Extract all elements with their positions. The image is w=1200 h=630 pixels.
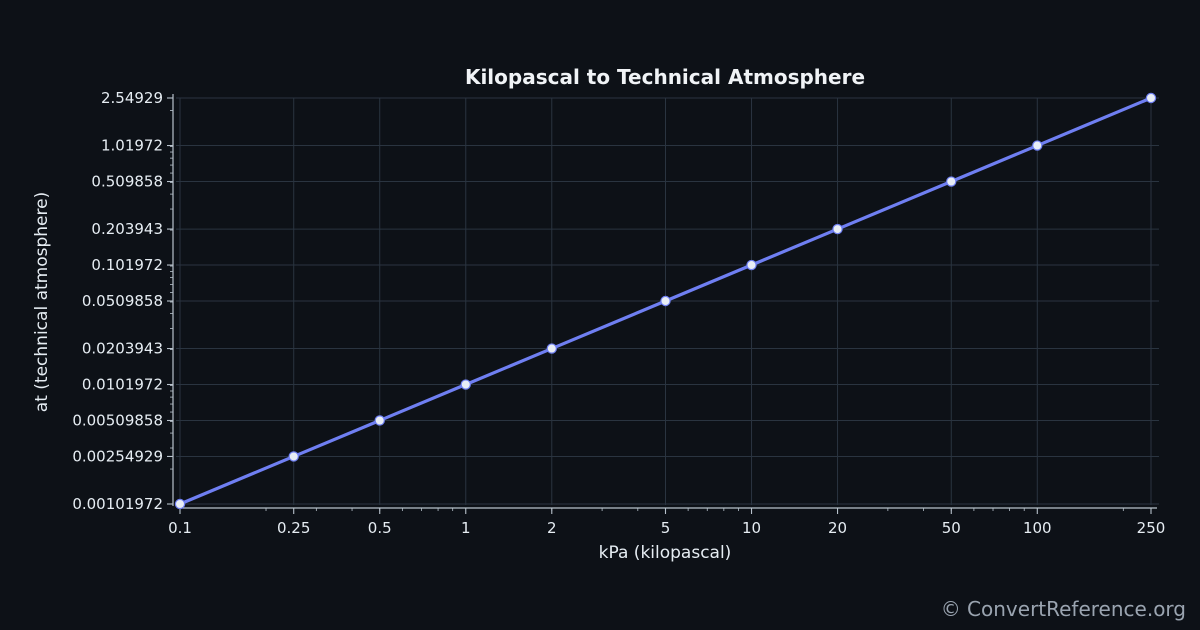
y-tick-label: 0.00254929 (72, 447, 163, 465)
data-point (1145, 92, 1157, 104)
x-tick-label: 20 (828, 519, 847, 537)
data-point (174, 498, 186, 510)
data-point (946, 176, 957, 187)
y-tick-label: 0.0101972 (82, 376, 163, 394)
y-tick-label: 0.509858 (91, 173, 163, 191)
y-tick-label: 0.0203943 (82, 340, 163, 358)
y-tick-label: 0.00509858 (72, 411, 163, 429)
x-tick-label: 10 (742, 519, 761, 537)
x-tick-label: 100 (1023, 519, 1052, 537)
y-tick-label: 0.00101972 (72, 495, 163, 513)
data-point (460, 379, 471, 390)
x-tick-label: 0.5 (368, 519, 392, 537)
y-tick-label: 0.0509858 (82, 292, 163, 310)
y-tick-label: 0.203943 (91, 220, 163, 238)
data-point (546, 343, 557, 354)
data-point (660, 295, 671, 307)
data-point (1032, 140, 1043, 151)
y-axis-label: at (technical atmosphere) (32, 192, 52, 412)
x-tick-label: 1 (461, 519, 471, 537)
data-point (832, 223, 843, 235)
x-tick-label: 0.25 (277, 519, 310, 537)
y-tick-label: 0.101972 (91, 256, 163, 274)
x-axis-label: kPa (kilopascal) (599, 543, 732, 563)
data-point (746, 259, 757, 271)
chart-title: Kilopascal to Technical Atmosphere (465, 65, 865, 89)
data-point (374, 415, 385, 426)
x-tick-label: 50 (942, 519, 961, 537)
y-tick-label: 2.54929 (101, 89, 163, 107)
x-tick-label: 2 (547, 519, 557, 537)
x-tick-label: 250 (1137, 519, 1166, 537)
x-tick-label: 0.1 (168, 519, 192, 537)
marker-layer (174, 92, 1157, 510)
data-point (288, 451, 299, 462)
watermark-text: © ConvertReference.org (941, 597, 1186, 621)
x-tick-label: 5 (661, 519, 671, 537)
y-tick-label: 1.01972 (101, 137, 163, 155)
axis-layer: 0.1 0.25 0.5 1 2 5 10 20 50 100 250 0.00101972 0.002… (72, 89, 1165, 537)
